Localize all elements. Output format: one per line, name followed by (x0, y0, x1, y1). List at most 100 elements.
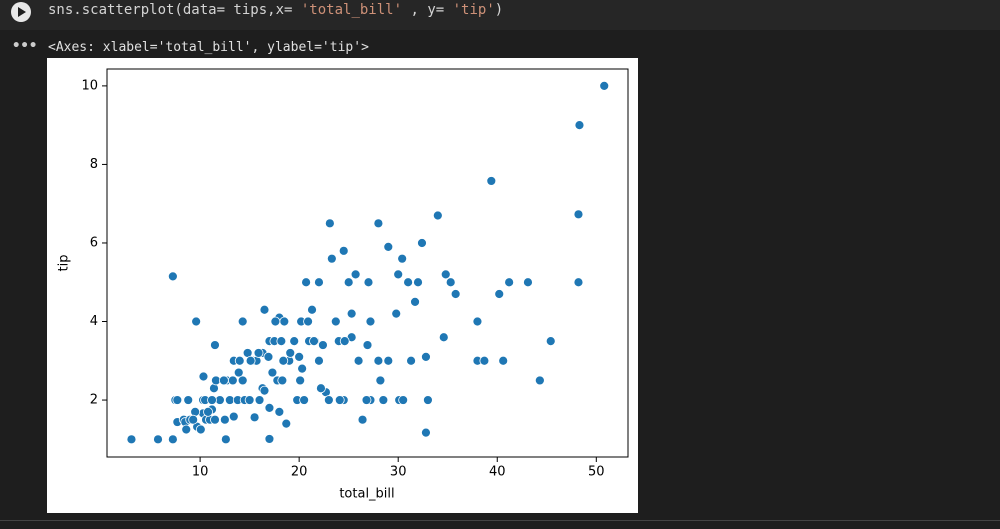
point (289, 336, 300, 347)
point (432, 210, 443, 221)
chart: total_bill tip 10 20 30 40 50 2 4 6 8 10 (47, 58, 638, 513)
point (285, 348, 296, 358)
y-tick-label: 10 (81, 78, 98, 93)
point (307, 304, 317, 315)
point (207, 395, 217, 405)
point (270, 316, 281, 327)
x-tick-label: 50 (588, 465, 605, 480)
x-axis-label: total_bill (339, 487, 394, 502)
point (545, 336, 556, 347)
point (445, 277, 456, 288)
y-tick-label: 8 (90, 157, 98, 172)
point (316, 383, 326, 394)
point (245, 355, 256, 366)
code-token: , y= (402, 2, 453, 18)
point (350, 269, 361, 280)
point (479, 355, 490, 366)
point (295, 375, 306, 386)
point (181, 424, 192, 435)
y-tick-label: 6 (90, 235, 98, 250)
point (326, 253, 337, 264)
point (334, 395, 345, 405)
point (195, 424, 206, 435)
point (259, 385, 270, 396)
point (363, 277, 374, 288)
point (303, 316, 313, 327)
point (324, 218, 335, 229)
point (362, 340, 373, 350)
point (383, 355, 394, 366)
output-text: <Axes: xlabel='total_bill', ylabel='tip'… (48, 40, 369, 55)
x-tick-label: 40 (489, 465, 506, 480)
point (314, 277, 324, 288)
point (417, 238, 427, 248)
point (406, 355, 416, 366)
point (244, 395, 255, 405)
point (227, 375, 238, 386)
point (237, 316, 248, 327)
point (299, 395, 310, 405)
point (361, 395, 372, 405)
code-line: sns.scatterplot(data= tips,x= 'total_bil… (48, 2, 503, 18)
point (573, 277, 584, 288)
point (534, 375, 545, 386)
point (318, 340, 328, 350)
point (365, 316, 376, 327)
point (210, 340, 220, 350)
point (210, 414, 220, 425)
point (264, 403, 275, 413)
point (228, 411, 239, 422)
code-token: 'tip' (452, 2, 495, 18)
point (573, 209, 584, 220)
y-tick-label: 4 (90, 314, 98, 329)
code-token: 'total_bill' (300, 2, 403, 18)
point (281, 418, 292, 429)
point (574, 120, 585, 131)
point (398, 395, 409, 405)
point (294, 351, 305, 362)
point (403, 277, 414, 288)
point (234, 355, 245, 366)
point (323, 395, 334, 405)
point (373, 218, 384, 229)
point (523, 277, 533, 288)
point (353, 355, 364, 366)
point (494, 289, 505, 299)
plot-frame (106, 68, 629, 458)
point (191, 316, 202, 327)
point (438, 332, 449, 343)
point (249, 412, 260, 423)
point (339, 336, 350, 347)
point (253, 348, 264, 358)
run-button[interactable] (11, 2, 31, 22)
point (167, 434, 178, 445)
point (504, 277, 515, 288)
point (219, 414, 230, 425)
point (167, 271, 178, 282)
point (301, 277, 311, 288)
point (237, 375, 248, 386)
point (486, 176, 497, 186)
point (472, 316, 483, 327)
point (413, 277, 423, 288)
point (393, 269, 404, 280)
point (343, 277, 354, 288)
cell-bottom-border (0, 520, 1000, 521)
x-tick-label: 30 (390, 465, 407, 480)
point (264, 434, 275, 444)
point (278, 355, 289, 366)
point (338, 245, 349, 256)
point (233, 367, 244, 378)
point (126, 434, 137, 445)
point (274, 406, 285, 417)
point (198, 371, 209, 382)
point (218, 375, 229, 386)
point (267, 367, 278, 378)
output-menu[interactable]: ••• (12, 38, 38, 54)
point (279, 316, 290, 327)
point (203, 406, 213, 417)
point (259, 304, 270, 315)
point (263, 351, 274, 362)
point (397, 253, 408, 264)
